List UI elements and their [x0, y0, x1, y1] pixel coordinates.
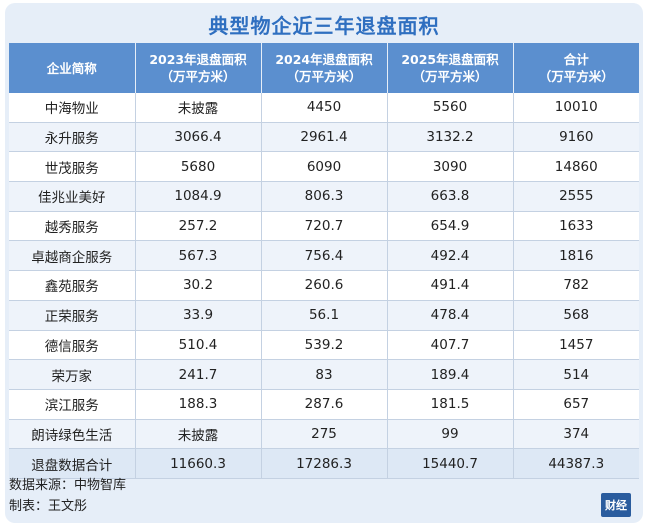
cell-name: 荣万家: [9, 359, 136, 390]
total-row: 退盘数据合计 11660.3 17286.3 15440.7 44387.3: [9, 448, 639, 479]
cell-y2025: 5560: [387, 93, 514, 123]
cell-y2024: 539.2: [261, 330, 388, 361]
table-author: 制表：王文彤: [9, 499, 88, 514]
cell-y2023: 33.9: [135, 300, 262, 331]
table-row: 佳兆业美好 1084.9 806.3 663.8 2555: [9, 181, 639, 212]
table-row: 卓越商企服务 567.3 756.4 492.4 1816: [9, 240, 639, 272]
table-body: 中海物业 未披露 4450 5560 10010 永升服务 3066.4 2961.4 3132…: [9, 93, 639, 479]
cell-y2025: 189.4: [387, 359, 514, 390]
cell-total: 782: [513, 270, 639, 301]
cell-name: 卓越商企服务: [9, 240, 136, 272]
cell-y2023: 567.3: [135, 240, 262, 272]
cell-y2024: 56.1: [261, 300, 388, 331]
cell-total: 44387.3: [513, 448, 639, 479]
cell-y2023: 5680: [135, 151, 262, 183]
header-row: 企业简称 2023年退盘面积 （万平方米） 2024年退盘面积 （万平方米） 202…: [9, 43, 639, 93]
cell-name: 退盘数据合计: [9, 448, 136, 479]
cell-y2024: 2961.4: [261, 122, 388, 153]
cell-y2025: 478.4: [387, 300, 514, 331]
table-row: 正荣服务 33.9 56.1 478.4 568: [9, 300, 639, 331]
cell-y2025: 492.4: [387, 240, 514, 272]
cell-y2023: 241.7: [135, 359, 262, 390]
retreat-area-table: 企业简称 2023年退盘面积 （万平方米） 2024年退盘面积 （万平方米） 202…: [9, 43, 639, 479]
cell-name: 中海物业: [9, 93, 136, 123]
cell-total: 2555: [513, 181, 639, 212]
cell-name: 鑫苑服务: [9, 270, 136, 301]
data-source: 数据来源：中物智库: [9, 478, 127, 493]
table-row: 朗诗绿色生活 未披露 275 99 374: [9, 419, 639, 450]
cell-name: 永升服务: [9, 122, 136, 153]
header-total: 合计 （万平方米）: [513, 43, 639, 93]
cell-y2025: 3090: [387, 151, 514, 183]
cell-name: 佳兆业美好: [9, 181, 136, 212]
header-company: 企业简称: [9, 43, 136, 93]
cell-total: 14860: [513, 151, 639, 183]
cell-name: 朗诗绿色生活: [9, 419, 136, 450]
cell-y2024: 287.6: [261, 389, 388, 420]
cell-y2023: 11660.3: [135, 448, 262, 479]
header-2023: 2023年退盘面积 （万平方米）: [135, 43, 262, 93]
cell-name: 越秀服务: [9, 211, 136, 242]
cell-y2024: 83: [261, 359, 388, 390]
cell-total: 657: [513, 389, 639, 420]
cell-y2023: 1084.9: [135, 181, 262, 212]
cell-y2025: 654.9: [387, 211, 514, 242]
table-row: 世茂服务 5680 6090 3090 14860: [9, 151, 639, 183]
header-2024: 2024年退盘面积 （万平方米）: [261, 43, 388, 93]
table-card: 典型物企近三年退盘面积 企业简称 2023年退盘面积 （万平方米） 2024年退盘…: [5, 3, 643, 523]
cell-y2023: 未披露: [135, 419, 262, 450]
table-row: 荣万家 241.7 83 189.4 514: [9, 359, 639, 390]
cell-total: 374: [513, 419, 639, 450]
cell-total: 1457: [513, 330, 639, 361]
cell-total: 514: [513, 359, 639, 390]
cell-y2024: 4450: [261, 93, 388, 123]
cell-y2024: 275: [261, 419, 388, 450]
cell-y2025: 15440.7: [387, 448, 514, 479]
cell-total: 568: [513, 300, 639, 331]
table-row: 德信服务 510.4 539.2 407.7 1457: [9, 330, 639, 361]
cell-name: 正荣服务: [9, 300, 136, 331]
cell-total: 1816: [513, 240, 639, 272]
cell-y2024: 756.4: [261, 240, 388, 272]
cell-y2025: 99: [387, 419, 514, 450]
cell-name: 世茂服务: [9, 151, 136, 183]
cell-y2024: 260.6: [261, 270, 388, 301]
table-row: 永升服务 3066.4 2961.4 3132.2 9160: [9, 122, 639, 153]
cell-y2025: 663.8: [387, 181, 514, 212]
header-2025: 2025年退盘面积 （万平方米）: [387, 43, 514, 93]
caijing-logo: 财经: [601, 493, 631, 517]
cell-total: 1633: [513, 211, 639, 242]
cell-y2023: 30.2: [135, 270, 262, 301]
cell-y2024: 720.7: [261, 211, 388, 242]
cell-total: 9160: [513, 122, 639, 153]
cell-name: 德信服务: [9, 330, 136, 361]
table-row: 中海物业 未披露 4450 5560 10010: [9, 93, 639, 123]
cell-y2025: 407.7: [387, 330, 514, 361]
cell-total: 10010: [513, 93, 639, 123]
cell-name: 滨江服务: [9, 389, 136, 420]
cell-y2023: 257.2: [135, 211, 262, 242]
table-row: 越秀服务 257.2 720.7 654.9 1633: [9, 211, 639, 242]
table-title: 典型物企近三年退盘面积: [208, 14, 440, 38]
cell-y2025: 3132.2: [387, 122, 514, 153]
table-row: 鑫苑服务 30.2 260.6 491.4 782: [9, 270, 639, 301]
cell-y2025: 181.5: [387, 389, 514, 420]
cell-y2025: 491.4: [387, 270, 514, 301]
cell-y2023: 510.4: [135, 330, 262, 361]
cell-y2024: 17286.3: [261, 448, 388, 479]
cell-y2024: 806.3: [261, 181, 388, 212]
cell-y2023: 3066.4: [135, 122, 262, 153]
table-row: 滨江服务 188.3 287.6 181.5 657: [9, 389, 639, 420]
footer-notes: 数据来源：中物智库 制表：王文彤: [9, 475, 126, 517]
cell-y2023: 188.3: [135, 389, 262, 420]
cell-y2023: 未披露: [135, 93, 262, 123]
cell-y2024: 6090: [261, 151, 388, 183]
